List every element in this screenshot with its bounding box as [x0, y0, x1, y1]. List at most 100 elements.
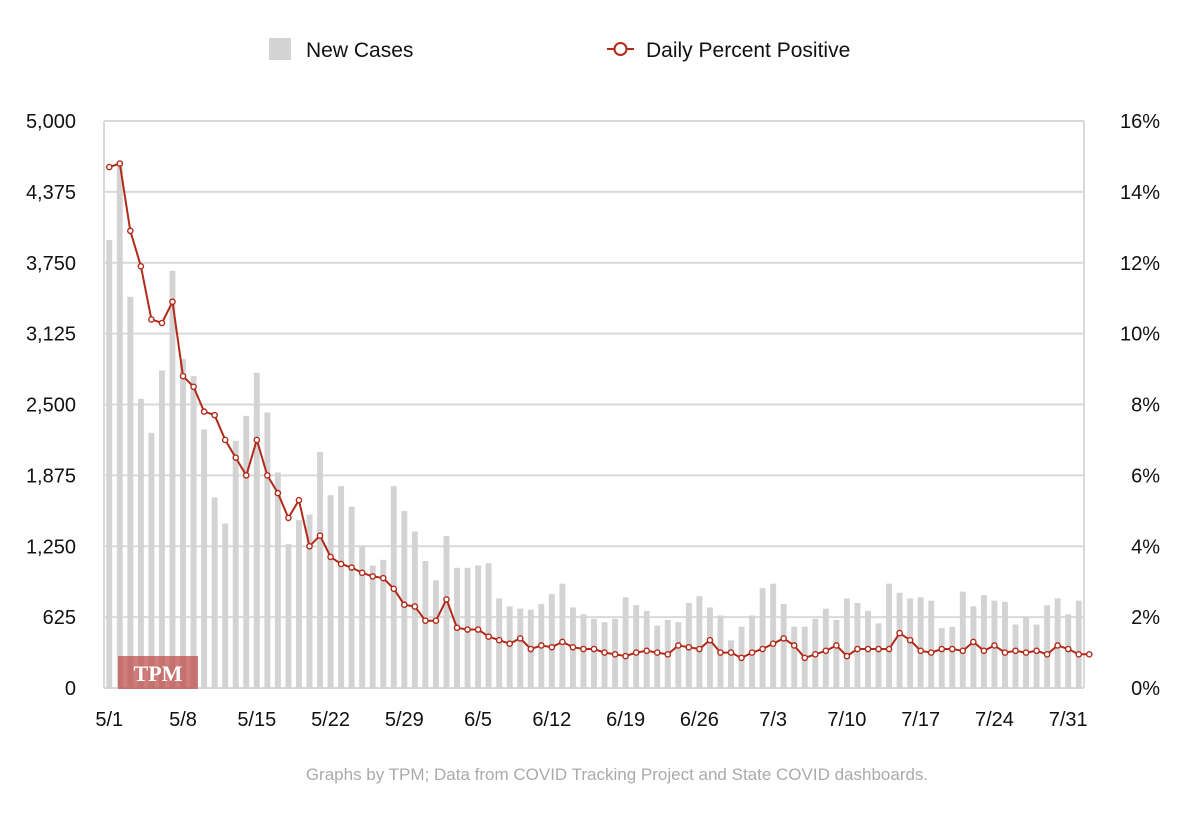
point-percent-positive	[1064, 645, 1072, 653]
x-axis-tick-label: 6/12	[532, 709, 571, 731]
point-percent-positive	[738, 654, 745, 662]
bar-new-cases	[591, 618, 597, 688]
point-percent-positive	[833, 642, 840, 649]
bar-new-cases	[759, 588, 766, 688]
tpm-logo: TPM	[118, 656, 198, 689]
point-percent-positive	[790, 642, 798, 649]
point-percent-positive	[1075, 651, 1083, 658]
left-axis-tick-label: 5,000	[26, 111, 76, 133]
point-percent-positive	[643, 647, 650, 655]
bar-new-cases	[959, 591, 966, 688]
point-percent-positive	[105, 163, 113, 171]
point-percent-positive	[1022, 649, 1030, 656]
bar-new-cases	[369, 565, 376, 688]
point-percent-positive	[590, 645, 598, 653]
point-percent-positive	[1054, 642, 1061, 649]
legend-marker-percent-positive	[613, 42, 628, 56]
bar-new-cases	[232, 440, 239, 688]
x-axis-tick-label: 6/26	[680, 709, 719, 731]
point-percent-positive	[369, 573, 377, 580]
left-axis-tick-label: 4,375	[26, 182, 76, 204]
point-percent-positive	[1001, 649, 1009, 656]
bar-new-cases	[264, 412, 271, 688]
point-percent-positive	[717, 649, 724, 656]
left-axis-tick-label: 0	[65, 678, 76, 700]
point-percent-positive	[622, 652, 629, 660]
series-line-percent-positive	[108, 162, 1090, 660]
bar-new-cases	[169, 270, 176, 688]
point-percent-positive	[727, 649, 735, 656]
bar-new-cases	[706, 607, 713, 688]
point-percent-positive	[169, 298, 176, 306]
bar-new-cases	[359, 546, 366, 688]
right-axis-tick-label: 8%	[1131, 395, 1160, 417]
right-axis-tick-label: 12%	[1120, 253, 1160, 275]
point-percent-positive	[179, 372, 187, 380]
line-percent-positive	[105, 160, 1093, 662]
point-percent-positive	[980, 647, 988, 655]
point-percent-positive	[927, 649, 935, 656]
point-percent-positive	[538, 642, 545, 649]
right-axis-tick-label: 2%	[1131, 607, 1160, 629]
point-percent-positive	[885, 645, 893, 653]
point-percent-positive	[221, 436, 229, 444]
right-axis-tick-label: 4%	[1131, 536, 1160, 558]
bar-new-cases	[1002, 601, 1008, 688]
point-percent-positive	[190, 383, 197, 391]
left-axis-tick-label: 3,750	[26, 253, 76, 275]
x-axis-tick-label: 7/3	[759, 709, 787, 731]
bar-new-cases	[443, 536, 450, 688]
bar-new-cases	[780, 604, 787, 688]
bar-new-cases	[306, 514, 313, 688]
x-axis-tick-label: 5/1	[95, 709, 123, 731]
point-percent-positive	[696, 645, 703, 653]
bar-new-cases	[274, 472, 281, 688]
point-percent-positive	[706, 636, 714, 644]
point-percent-positive	[464, 626, 471, 633]
point-percent-positive	[1033, 647, 1040, 655]
point-percent-positive	[401, 601, 408, 609]
point-percent-positive	[801, 654, 809, 662]
right-axis-tick-label: 10%	[1120, 324, 1160, 346]
bar-new-cases	[1075, 600, 1082, 688]
point-percent-positive	[527, 645, 535, 653]
point-percent-positive	[653, 649, 661, 656]
point-percent-positive	[675, 642, 682, 649]
bar-new-cases	[980, 595, 987, 688]
left-axis-tick-label: 1,875	[26, 465, 76, 487]
point-percent-positive	[664, 651, 672, 658]
point-percent-positive	[685, 643, 693, 651]
point-percent-positive	[611, 651, 619, 658]
bar-new-cases	[854, 602, 861, 688]
point-percent-positive	[506, 640, 513, 648]
point-percent-positive	[580, 645, 587, 653]
bar-new-cases	[1044, 605, 1051, 688]
x-axis-tick-label: 5/15	[237, 709, 276, 731]
point-percent-positive	[443, 596, 450, 603]
point-percent-positive	[411, 603, 419, 610]
point-percent-positive	[843, 652, 851, 660]
bar-new-cases	[506, 606, 513, 688]
x-axis-tick-label: 5/29	[385, 709, 424, 731]
bar-new-cases	[338, 486, 345, 688]
point-percent-positive	[854, 645, 861, 653]
point-percent-positive	[137, 262, 145, 270]
bar-new-cases	[137, 398, 144, 688]
bar-new-cases	[211, 497, 218, 688]
x-axis-tick-label: 7/10	[827, 709, 866, 731]
point-percent-positive	[569, 643, 577, 651]
left-axis-tick-label: 1,250	[26, 536, 76, 558]
point-percent-positive	[748, 649, 756, 656]
point-percent-positive	[780, 635, 787, 642]
point-percent-positive	[822, 647, 830, 655]
x-axis-tick-label: 6/19	[606, 709, 645, 731]
x-axis-tick-label: 7/24	[975, 709, 1014, 731]
right-axis-ticks: 0% 2% 4% 6% 8% 10% 12% 14% 16%	[1120, 111, 1160, 700]
point-percent-positive	[970, 638, 977, 646]
point-percent-positive	[906, 636, 914, 644]
bar-new-cases	[243, 415, 250, 688]
bar-new-cases	[348, 506, 355, 688]
point-percent-positive	[422, 617, 429, 624]
point-percent-positive	[232, 454, 240, 461]
point-percent-positive	[896, 629, 903, 637]
